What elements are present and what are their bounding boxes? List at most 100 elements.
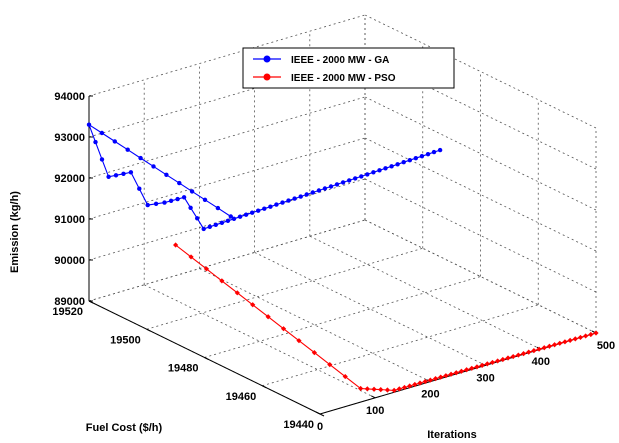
data-point (526, 349, 532, 355)
y-tick-label: 19480 (168, 363, 199, 375)
data-point (562, 339, 568, 345)
data-point (168, 198, 174, 203)
y-tick-label: 19500 (110, 334, 141, 346)
data-point (162, 200, 167, 205)
data-point (173, 242, 179, 248)
data-point (265, 314, 271, 320)
data-point (438, 374, 444, 380)
z-tick-label: 91000 (54, 214, 85, 226)
data-point (296, 338, 302, 344)
data-point (195, 216, 200, 221)
data-point (327, 361, 333, 368)
data-point (572, 336, 578, 342)
data-point (175, 196, 180, 202)
data-point (588, 331, 594, 338)
axes (88, 95, 597, 417)
data-point (151, 164, 156, 169)
grid-line (88, 96, 366, 179)
data-point (437, 147, 443, 153)
data-point (557, 340, 563, 346)
legend: IEEE - 2000 MW - GA IEEE - 2000 MW - PSO (242, 47, 455, 89)
data-point (500, 356, 506, 363)
z-axis-label: Emission (kg/h) (9, 191, 21, 273)
data-point (531, 348, 537, 354)
data-point (113, 173, 119, 178)
z-tick-label: 90000 (54, 255, 85, 267)
grid-line (254, 252, 486, 366)
data-point (443, 373, 449, 379)
grid-line (262, 304, 539, 387)
data-point (359, 174, 364, 179)
data-point (391, 387, 397, 393)
data-point (407, 383, 413, 389)
data-point (215, 205, 221, 211)
data-point (322, 186, 328, 191)
data-point (316, 188, 322, 193)
legend-pso-marker (263, 73, 271, 81)
series-line-1 (175, 244, 597, 391)
data-point (583, 333, 589, 339)
data-point (515, 352, 521, 358)
x-tick-mark (370, 395, 376, 399)
data-point (243, 212, 249, 217)
data-point (274, 202, 279, 207)
data-point (286, 198, 291, 203)
y-tick-mark (319, 413, 325, 417)
data-point (188, 254, 194, 260)
y-tick-mark (146, 328, 151, 332)
data-point (342, 373, 348, 380)
data-point (231, 216, 237, 221)
data-point (427, 377, 433, 383)
grid-line (88, 219, 366, 302)
y-tick-label: 19460 (226, 391, 257, 403)
data-point (479, 362, 485, 368)
data-point (310, 190, 315, 195)
x-tick-label: 400 (532, 356, 550, 368)
grid-line (364, 96, 597, 211)
data-point (304, 192, 309, 197)
legend-ga-label: IEEE - 2000 MW - GA (291, 55, 389, 66)
data-point (138, 155, 143, 161)
data-point (237, 214, 243, 219)
data-point (228, 214, 233, 219)
data-point (401, 384, 408, 391)
data-point (371, 386, 377, 392)
data-point (250, 302, 256, 308)
data-point (262, 206, 267, 211)
data-point (280, 200, 285, 205)
data-point (201, 226, 206, 232)
data-point (422, 378, 428, 385)
data-point (268, 204, 273, 209)
data-point (334, 182, 340, 187)
legend-pso-label: IEEE - 2000 MW - PSO (291, 73, 396, 84)
x-axis-label: Iterations (427, 429, 477, 441)
data-point (112, 139, 118, 144)
grid-line (144, 284, 376, 399)
x-tick-label: 200 (421, 389, 439, 401)
z-tick-label: 89000 (54, 296, 85, 308)
data-point (371, 170, 376, 175)
data-point (353, 176, 358, 181)
grid-line (146, 247, 423, 330)
data-point (593, 330, 599, 336)
data-point (99, 157, 105, 162)
data-point (86, 122, 92, 127)
data-point (298, 194, 303, 199)
y-tick-label: 19520 (52, 306, 83, 318)
data-point (448, 371, 454, 377)
data-point (510, 353, 516, 360)
data-point (225, 218, 231, 223)
data-point (328, 184, 334, 189)
data-point (417, 380, 423, 386)
data-point (189, 189, 195, 194)
data-point (203, 266, 210, 272)
grid-line (88, 137, 366, 220)
data-point (469, 365, 475, 371)
data-point (412, 381, 418, 388)
x-tick-label: 0 (317, 421, 323, 433)
z-tick-label: 93000 (54, 132, 85, 144)
data-point (458, 368, 465, 374)
data-point (121, 171, 126, 176)
data-point (188, 205, 193, 210)
